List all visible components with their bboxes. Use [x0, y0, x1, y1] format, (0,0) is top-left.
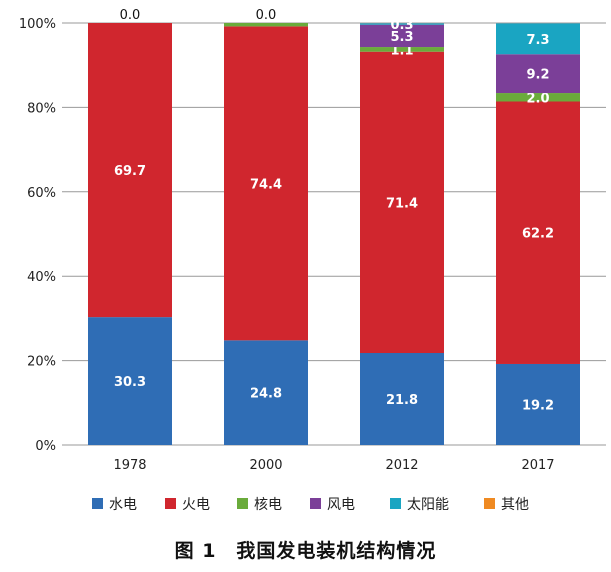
legend-label: 火电 [182, 497, 210, 513]
data-label: 74.4 [250, 177, 282, 192]
legend-label: 太阳能 [407, 497, 449, 513]
data-label: 0.0 [120, 8, 141, 23]
legend-label: 风电 [327, 497, 355, 513]
stacked-bar-chart: 0% 20% 40% 60% 80% 100% 30.3 69.7 0.0 1978 24.8 74.… [19, 8, 606, 513]
legend-label: 核电 [254, 497, 282, 513]
bar-segment-火电 [88, 23, 172, 318]
bar-segment-太阳能 [496, 23, 580, 55]
bar-segment-核电 [360, 47, 444, 52]
bar-segment-火电 [360, 51, 444, 354]
bar-segment-风电 [360, 24, 444, 48]
data-label: 0.0 [256, 8, 277, 23]
bar-segment-太阳能 [360, 23, 444, 25]
x-tick-label: 2012 [385, 458, 418, 473]
data-label: 62.2 [522, 227, 554, 242]
figure-caption: 图 1 我国发电装机结构情况 [174, 540, 437, 562]
data-label: 69.7 [114, 164, 146, 179]
data-label: 21.8 [386, 393, 418, 408]
data-label: 5.3 [390, 30, 413, 45]
legend-swatch [92, 498, 103, 509]
y-tick-label: 20% [27, 355, 56, 370]
legend-swatch [484, 498, 495, 509]
y-tick-label: 80% [27, 101, 56, 116]
data-label: 0.3 [390, 18, 413, 33]
y-tick-label: 100% [19, 17, 56, 32]
bar-segment-火电 [496, 101, 580, 364]
legend-label: 其他 [501, 497, 529, 513]
legend-label: 水电 [109, 497, 137, 513]
bar-segment-水电 [360, 353, 444, 445]
y-tick-label: 40% [27, 270, 56, 285]
bar-segment-风电 [496, 54, 580, 94]
y-tick-label: 0% [35, 439, 56, 454]
data-label: 30.3 [114, 375, 146, 390]
bar-segment-核电 [224, 23, 308, 27]
data-label: 2.0 [526, 91, 549, 106]
x-tick-label: 2000 [249, 458, 282, 473]
legend-swatch [165, 498, 176, 509]
legend-swatch [390, 498, 401, 509]
bar-segment-火电 [224, 26, 308, 341]
data-label: 19.2 [522, 398, 554, 413]
data-label: 1.1 [390, 43, 413, 58]
x-tick-label: 1978 [113, 458, 146, 473]
x-tick-label: 2017 [521, 458, 554, 473]
data-label: 71.4 [386, 196, 418, 211]
bar-segment-核电 [496, 93, 580, 102]
data-label: 7.3 [526, 33, 549, 48]
bar-segment-水电 [88, 317, 172, 445]
legend-swatch [310, 498, 321, 509]
y-tick-label: 60% [27, 186, 56, 201]
bar-segment-水电 [496, 363, 580, 445]
legend-swatch [237, 498, 248, 509]
bar-segment-水电 [224, 340, 308, 445]
data-label: 9.2 [526, 68, 549, 83]
data-label: 24.8 [250, 387, 282, 402]
